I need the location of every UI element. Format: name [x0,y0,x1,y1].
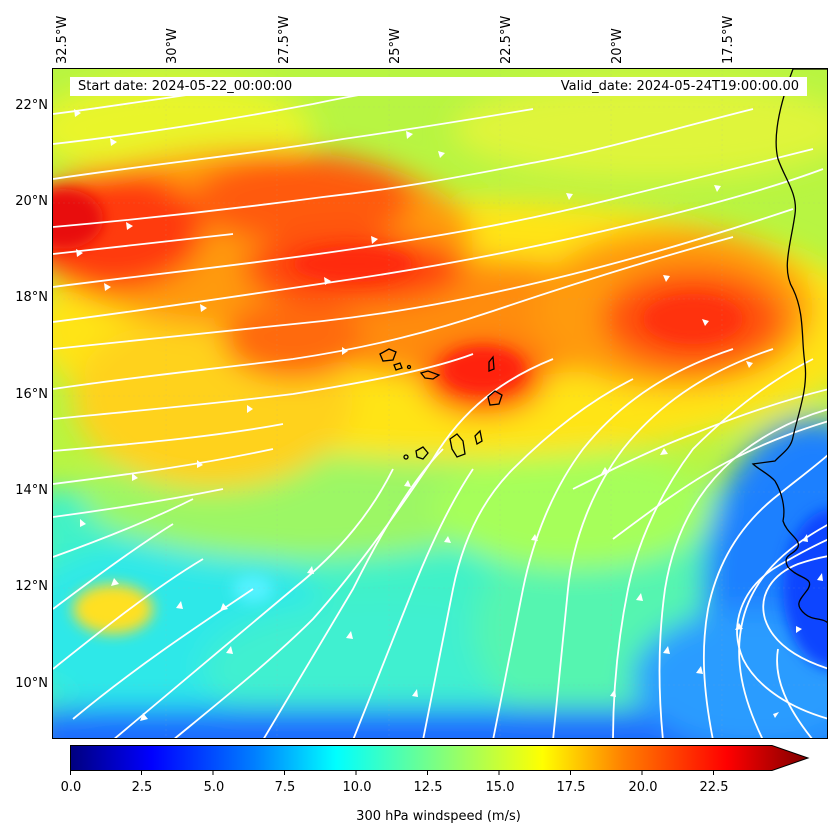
africa-coastline [751,69,827,624]
colorbar-tick-15: 15.0 [485,780,515,795]
lat-label-14n: 14°N [15,483,48,498]
lat-label-12n: 12°N [15,579,48,594]
streamlines [53,78,827,738]
lon-label-20w: 20°W [610,28,625,64]
lat-label-16n: 16°N [15,387,48,402]
colorbar-tick-0: 0.0 [60,780,82,795]
sal-island [488,355,495,372]
colorbar-tick-22-5: 22.5 [699,780,729,795]
maio-island [474,429,483,446]
colorbar-gradient [70,745,810,771]
lat-label-20n: 20°N [15,194,48,209]
colorbar-tick-7-5: 7.5 [274,780,296,795]
lon-label-17-5w: 17.5°W [721,15,736,64]
colorbar-tick-10: 10.0 [342,780,372,795]
lat-label-18n: 18°N [15,290,48,305]
gridlines [53,69,827,738]
streamline-arrows [74,109,823,721]
colorbar-tick-12-5: 12.5 [413,780,443,795]
lat-label-10n: 10°N [15,676,48,691]
colorbar-tick-20: 20.0 [628,780,658,795]
valid-date-label: Valid_date: 2024-05-24T19:00:00.00 [560,79,799,94]
colorbar-ticks [70,771,714,775]
colorbar-tick-2-5: 2.5 [131,780,153,795]
santa-luzia-island [406,364,412,370]
santo-antao-island [379,348,397,362]
lon-label-27-5w: 27.5°W [277,15,292,64]
colorbar [70,745,810,775]
date-annotation: Start date: 2024-05-22_00:00:00 Valid_da… [70,77,807,96]
windspeed-detail [53,189,827,669]
start-date-label: Start date: 2024-05-22_00:00:00 [78,79,293,94]
lon-label-22-5w: 22.5°W [499,15,514,64]
brava-island [403,454,409,460]
boa-vista-island [487,390,503,406]
santiago-island [449,433,466,458]
windspeed-field [53,79,827,738]
windspeed-map[interactable] [52,68,828,739]
colorbar-tick-5: 5.0 [203,780,225,795]
lon-label-25w: 25°W [388,28,403,64]
lat-label-22n: 22°N [15,98,48,113]
sao-vicente-island [393,362,403,371]
lon-label-30w: 30°W [165,28,180,64]
sao-nicolau-island [419,370,441,380]
cape-verde-islands [379,348,503,460]
lon-label-32-5w: 32.5°W [55,15,70,64]
colorbar-tick-17-5: 17.5 [556,780,586,795]
fogo-island [415,446,429,460]
colorbar-title: 300 hPa windspeed (m/s) [356,809,521,824]
